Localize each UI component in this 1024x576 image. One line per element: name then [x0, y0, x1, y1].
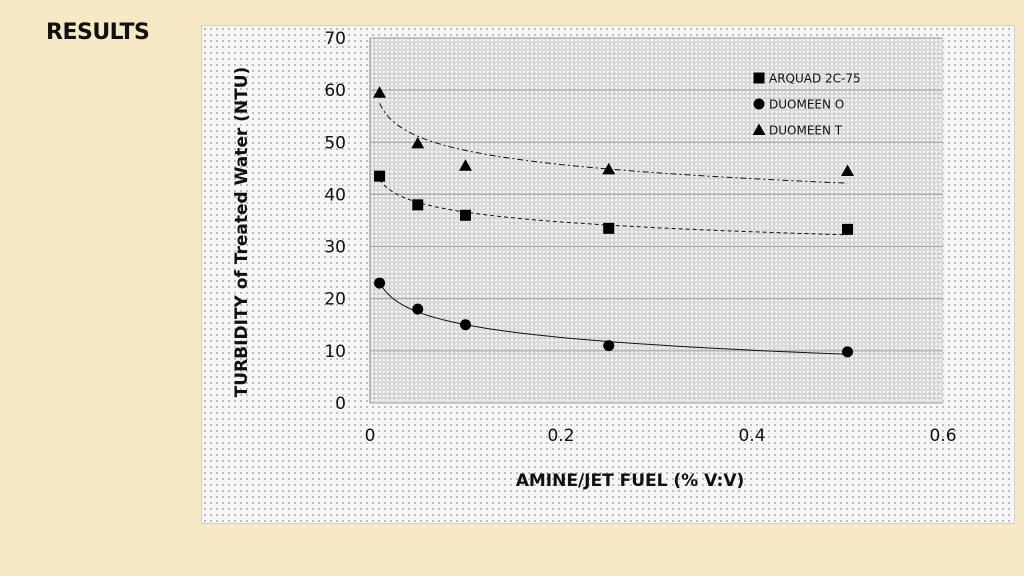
- triangle-data-point: [373, 86, 387, 98]
- circle-data-point: [842, 346, 853, 358]
- square-data-point: [412, 199, 424, 211]
- triangle-data-point: [411, 136, 425, 149]
- legend: ARQUAD 2C-75 DUOMEEN O DUOMEEN T: [752, 72, 861, 138]
- circle-data-point: [460, 319, 471, 331]
- legend-label: ARQUAD 2C-75: [769, 72, 861, 86]
- legend-label: DUOMEEN O: [769, 98, 844, 112]
- circle-data-point: [412, 303, 424, 315]
- trendlines: [379, 103, 848, 355]
- slide-title: RESULTS: [46, 20, 150, 45]
- y-tick-label: 70: [324, 29, 346, 49]
- legend-label: DUOMEEN T: [769, 124, 843, 138]
- square-data-point: [460, 209, 471, 221]
- data-markers: [373, 86, 854, 358]
- gridlines: [370, 37, 943, 404]
- y-tick-label: 20: [324, 290, 346, 310]
- y-tick-label: 60: [324, 81, 346, 101]
- y-tick-label: 30: [324, 238, 346, 258]
- y-tick-label: 40: [324, 185, 346, 205]
- triangle-data-point: [459, 159, 472, 171]
- x-axis-title: AMINE/JET FUEL (% V:V): [516, 471, 745, 491]
- circle-data-point: [603, 340, 615, 352]
- x-tick-label: 0.4: [738, 426, 765, 446]
- legend-square-marker: [753, 72, 765, 84]
- trendline: [379, 103, 848, 184]
- tick-labels: 0 10 20 30 40 50 60 70 0 0.2 0.4 0.6: [324, 29, 956, 446]
- legend-triangle-marker: [752, 123, 766, 135]
- y-tick-label: 0: [335, 394, 346, 414]
- triangle-data-point: [841, 164, 854, 176]
- square-data-point: [603, 222, 615, 234]
- y-axis-title: TURBIDITY of Treated Water (NTU): [232, 67, 252, 398]
- x-tick-label: 0.2: [547, 426, 574, 446]
- trendline: [379, 282, 848, 355]
- square-data-point: [374, 170, 386, 182]
- circle-data-point: [374, 277, 386, 289]
- square-data-point: [842, 223, 853, 235]
- trendline: [379, 179, 848, 236]
- x-tick-label: 0: [365, 426, 376, 446]
- x-tick-label: 0.6: [929, 426, 956, 446]
- legend-circle-marker: [753, 98, 765, 110]
- triangle-data-point: [602, 162, 616, 175]
- y-tick-label: 50: [324, 133, 346, 153]
- y-tick-label: 10: [324, 342, 346, 362]
